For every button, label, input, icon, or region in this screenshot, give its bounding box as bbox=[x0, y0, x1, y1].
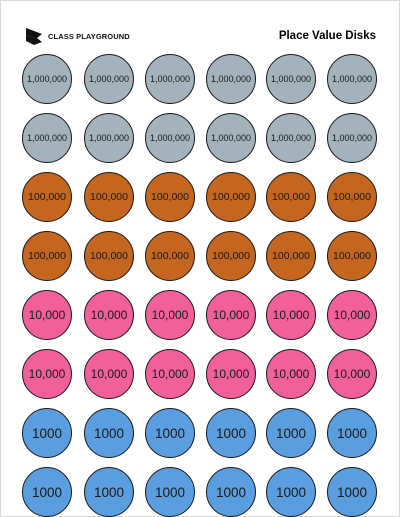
place-value-disk: 10,000 bbox=[22, 349, 72, 399]
place-value-disk: 1,000,000 bbox=[84, 54, 134, 104]
place-value-disk: 100,000 bbox=[327, 172, 377, 222]
place-value-disk: 1000 bbox=[145, 408, 195, 458]
place-value-disk: 1,000,000 bbox=[266, 113, 316, 163]
place-value-disk: 1,000,000 bbox=[206, 54, 256, 104]
class-playground-logo-icon bbox=[26, 28, 42, 45]
place-value-disk: 1,000,000 bbox=[327, 113, 377, 163]
place-value-disk: 10,000 bbox=[327, 349, 377, 399]
place-value-disk: 100,000 bbox=[84, 172, 134, 222]
place-value-disk: 100,000 bbox=[327, 231, 377, 281]
place-value-disk: 1,000,000 bbox=[327, 54, 377, 104]
place-value-disk: 1,000,000 bbox=[145, 113, 195, 163]
place-value-disk: 100,000 bbox=[206, 172, 256, 222]
place-value-disk: 10,000 bbox=[145, 349, 195, 399]
place-value-disk: 1000 bbox=[84, 408, 134, 458]
place-value-disk: 10,000 bbox=[327, 290, 377, 340]
place-value-disk: 1000 bbox=[266, 467, 316, 517]
place-value-disk: 100,000 bbox=[266, 172, 316, 222]
place-value-disk: 10,000 bbox=[266, 349, 316, 399]
page-header: CLASS PLAYGROUND Place Value Disks bbox=[24, 24, 376, 48]
place-value-disk: 1000 bbox=[206, 408, 256, 458]
place-value-disk: 1,000,000 bbox=[145, 54, 195, 104]
page-title: Place Value Disks bbox=[278, 30, 376, 42]
place-value-disk: 1,000,000 bbox=[22, 54, 72, 104]
place-value-disk: 100,000 bbox=[145, 231, 195, 281]
place-value-disk: 10,000 bbox=[206, 290, 256, 340]
place-value-disk: 1,000,000 bbox=[22, 113, 72, 163]
place-value-disk: 100,000 bbox=[22, 231, 72, 281]
place-value-disk: 1000 bbox=[22, 467, 72, 517]
place-value-disk: 100,000 bbox=[22, 172, 72, 222]
place-value-disk: 1,000,000 bbox=[84, 113, 134, 163]
place-value-disk: 10,000 bbox=[266, 290, 316, 340]
place-value-disk: 1000 bbox=[145, 467, 195, 517]
place-value-disk: 10,000 bbox=[84, 349, 134, 399]
place-value-disk: 1000 bbox=[327, 408, 377, 458]
place-value-disk: 100,000 bbox=[145, 172, 195, 222]
place-value-disk: 10,000 bbox=[206, 349, 256, 399]
place-value-disk: 1,000,000 bbox=[266, 54, 316, 104]
place-value-disk: 100,000 bbox=[84, 231, 134, 281]
place-value-disk: 10,000 bbox=[22, 290, 72, 340]
place-value-disk: 100,000 bbox=[266, 231, 316, 281]
place-value-disk: 10,000 bbox=[145, 290, 195, 340]
place-value-disk: 1000 bbox=[22, 408, 72, 458]
place-value-disk: 100,000 bbox=[206, 231, 256, 281]
place-value-disk: 1000 bbox=[327, 467, 377, 517]
brand: CLASS PLAYGROUND bbox=[24, 26, 130, 46]
place-value-disk: 1,000,000 bbox=[206, 113, 256, 163]
brand-name: CLASS PLAYGROUND bbox=[48, 31, 130, 41]
place-value-disk: 1000 bbox=[84, 467, 134, 517]
place-value-disk: 1000 bbox=[266, 408, 316, 458]
place-value-disk: 1000 bbox=[206, 467, 256, 517]
place-value-disk: 10,000 bbox=[84, 290, 134, 340]
